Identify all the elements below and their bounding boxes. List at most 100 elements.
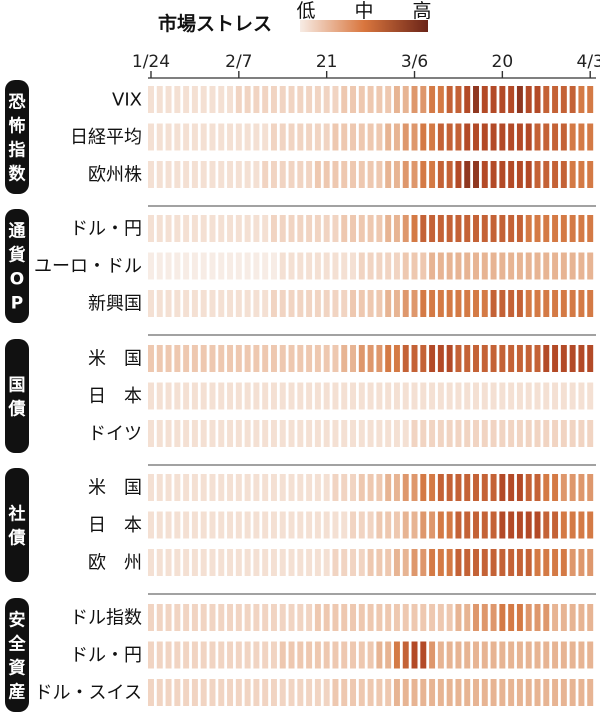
heatmap-cell [288,290,295,317]
heatmap-cell [437,123,444,151]
heatmap-cell [156,252,163,280]
heatmap-cell [314,549,321,576]
heatmap-cell [279,382,286,410]
heatmap-cell [420,123,427,151]
heatmap-cell [376,252,383,280]
heatmap-cell [218,474,225,501]
heatmap-cell [235,215,242,242]
heatmap-cell [560,641,567,669]
row-label: ユーロ・ドル [34,256,142,277]
heatmap-cell [156,290,163,317]
heatmap-cell [165,474,172,501]
heatmap-cell [244,641,251,669]
row-group: 社債 米 国日 本欧 州 [5,468,596,595]
heatmap-cell [508,161,515,188]
heatmap-cell [455,161,462,188]
heatmap-cell [288,604,295,631]
heatmap-cell [288,549,295,576]
heatmap-cell [262,549,269,576]
heatmap-cell [148,474,154,501]
heatmap-cell [393,161,400,188]
heatmap-cell [288,641,295,669]
heatmap-cell [148,290,154,317]
heatmap-cell [587,86,594,113]
heatmap-cell [508,215,515,242]
heatmap-cell [253,215,260,242]
heatmap-cell [156,86,163,113]
heatmap-cell [314,123,321,151]
heatmap-cell [156,345,163,372]
heatmap-cell [279,511,286,539]
heatmap-cell [200,549,207,576]
heatmap-cell [332,290,339,317]
heatmap-cell [262,123,269,151]
heatmap-cell [367,604,374,631]
group-label: 安全資産 [8,610,27,703]
heatmap-cell [270,86,277,113]
heatmap-cell [402,290,409,317]
heatmap-cell [174,641,181,669]
heatmap-cell [508,86,515,113]
row-label: 新興国 [88,294,142,315]
heatmap-cell [191,679,198,706]
heatmap-cell [437,420,444,447]
heatmap-cell [455,604,462,631]
heatmap-cell [481,474,488,501]
heatmap-cell [367,345,374,372]
heatmap-cell [411,382,418,410]
heatmap-cell [253,252,260,280]
heatmap-cell [499,123,506,151]
group-label-badge [5,209,29,323]
heatmap-cell [332,345,339,372]
heatmap-cell [481,511,488,539]
heatmap-cell [253,679,260,706]
heatmap-cell [490,549,497,576]
heatmap-cell [402,86,409,113]
heatmap-cell [473,641,479,669]
heatmap-cell [446,345,453,372]
heatmap-cell [552,345,559,372]
heatmap-cell [183,252,190,280]
heatmap-cell [306,641,313,669]
heatmap-cell [411,511,418,539]
heatmap-cell [270,123,277,151]
heatmap-cell [148,86,154,113]
heatmap-cell [174,511,181,539]
heatmap-cell [191,86,198,113]
heatmap-cell [174,86,181,113]
heatmap-cell [341,345,348,372]
heatmap-cell [393,420,400,447]
heatmap-cell [560,549,567,576]
heatmap-cell [156,511,163,539]
heatmap-cell [376,290,383,317]
heatmap-cell [306,123,313,151]
heatmap-cell [253,382,260,410]
heatmap-cell [235,511,242,539]
heatmap-cell [402,641,409,669]
heatmap-cell [279,345,286,372]
heatmap-cell [279,474,286,501]
heatmap-cell [262,604,269,631]
heatmap-cell [402,474,409,501]
heatmap-cell [148,604,154,631]
heatmap-cell [411,161,418,188]
heatmap-cell [156,474,163,501]
heatmap-cell [314,641,321,669]
heatmap-cell [385,86,392,113]
heatmap-cell [262,161,269,188]
heatmap-cell [525,161,532,188]
heatmap-cell [227,511,234,539]
heatmap-cell [323,215,330,242]
heatmap-cell [148,252,154,280]
heatmap-cell [393,511,400,539]
heatmap-cell [218,345,225,372]
heatmap-cell [174,215,181,242]
heatmap-cell [306,511,313,539]
heatmap-cell [200,123,207,151]
heatmap-cell [446,86,453,113]
heatmap-cell [235,86,242,113]
heatmap-cell [508,679,515,706]
heatmap-cell [341,86,348,113]
heatmap-cell [376,86,383,113]
heatmap-cell [402,215,409,242]
